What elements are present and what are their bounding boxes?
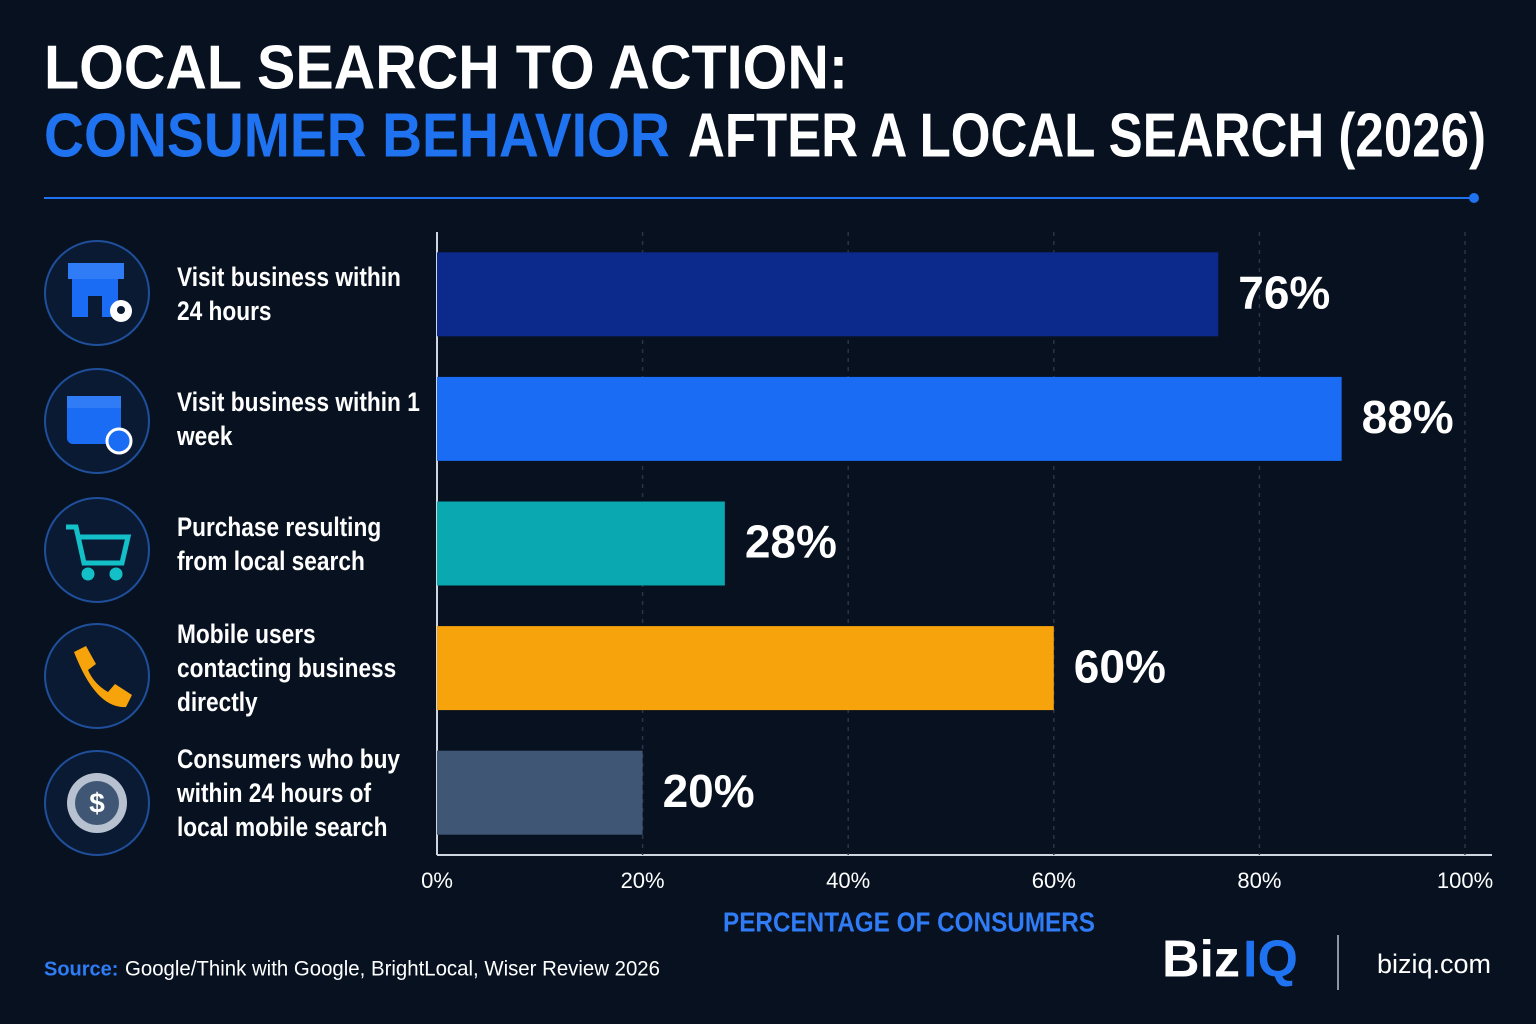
x-axis-label: PERCENTAGE OF CONSUMERS (723, 906, 1095, 937)
chart-title: LOCAL SEARCH TO ACTION: (44, 33, 848, 102)
icons (44, 240, 150, 856)
icon-cart (66, 524, 132, 581)
bar (437, 750, 643, 835)
category-label: Visit business within 1 week (177, 386, 420, 451)
subtitle: AFTER A LOCAL SEARCH (2026) (688, 101, 1486, 170)
x-tick-label: 80% (1237, 868, 1281, 893)
category-label: Consumers who buy within 24 hours of loc… (177, 743, 401, 842)
bar (437, 626, 1054, 711)
icon-dollar: $ (67, 773, 127, 833)
source-label: Source: (44, 958, 118, 980)
x-tick-label: 20% (621, 868, 665, 893)
x-tick-label: 60% (1032, 868, 1076, 893)
category-label: Visit business within 24 hours (177, 262, 401, 327)
value-label: 28% (745, 516, 837, 568)
value-label: 60% (1074, 640, 1166, 692)
website: biziq.com (1377, 949, 1491, 979)
divider-dot (1469, 193, 1479, 203)
icon-store (68, 263, 132, 322)
value-label: 76% (1238, 266, 1330, 318)
x-tick-label: 100% (1437, 868, 1493, 893)
svg-text:$: $ (89, 787, 105, 818)
bar (437, 252, 1219, 337)
value-label: 88% (1362, 391, 1454, 443)
x-tick-label: 40% (826, 868, 870, 893)
icon-phone (74, 646, 132, 708)
category-label: Purchase resulting from local search (177, 511, 382, 576)
bar (437, 501, 725, 586)
category-label: Mobile users contacting business directl… (177, 619, 397, 718)
bar (437, 376, 1342, 461)
brand-iq: IQ (1243, 931, 1298, 989)
x-tick-label: 0% (421, 868, 453, 893)
source: Google/Think with Google, BrightLocal, W… (125, 958, 660, 981)
brand-biz: Biz (1162, 931, 1240, 989)
icon-calendar (67, 396, 133, 455)
subtitle-highlight: CONSUMER BEHAVIOR (44, 101, 670, 170)
value-label: 20% (663, 765, 755, 817)
